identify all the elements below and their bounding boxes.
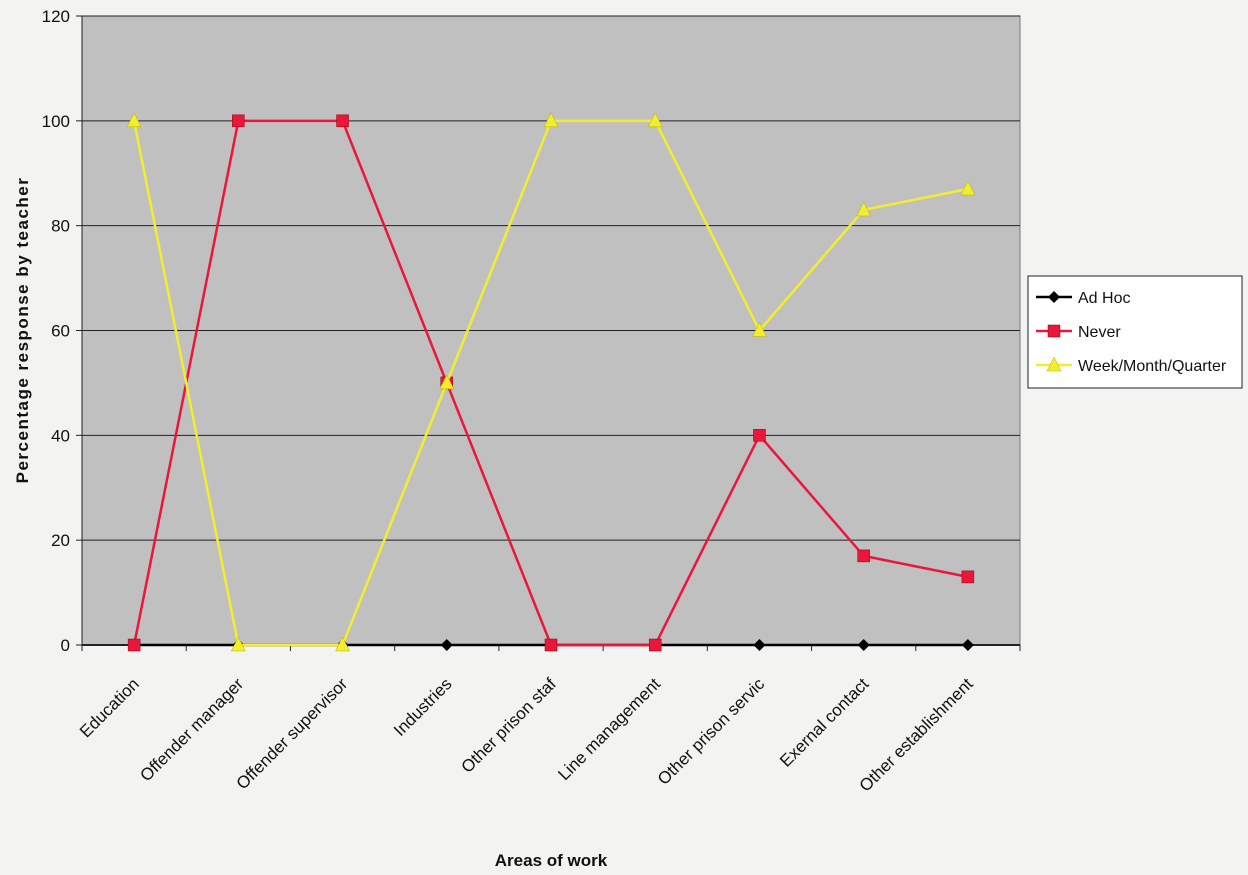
- x-tick-label: Other establishment: [856, 674, 977, 795]
- marker-triangle: [126, 112, 142, 128]
- y-axis-title: Percentage response by teacher: [13, 177, 32, 484]
- marker-triangle: [543, 112, 559, 128]
- y-tick-label: 40: [51, 426, 70, 445]
- x-tick-label: Other prison staf: [458, 674, 560, 776]
- y-tick-label: 0: [61, 636, 70, 655]
- marker-diamond: [961, 639, 974, 651]
- marker-square: [544, 638, 558, 652]
- legend: Ad Hoc Never Week/Month/Quarter: [1027, 275, 1243, 389]
- series-week-month-quarter: [126, 112, 976, 652]
- marker-triangle: [752, 321, 767, 337]
- marker-diamond: [1048, 291, 1060, 303]
- x-tick-label: Offender manager: [136, 674, 247, 785]
- marker-square: [753, 429, 766, 442]
- x-tick-label: Exernal contact: [776, 674, 872, 770]
- x-tick-label: Education: [76, 674, 143, 741]
- marker-triangle: [335, 636, 350, 652]
- series-never: [127, 114, 975, 652]
- x-tick-label: Other prison servic: [654, 674, 769, 789]
- marker-triangle: [856, 201, 872, 217]
- x-tick-label: Industries: [390, 674, 456, 740]
- legend-label: Ad Hoc: [1078, 290, 1130, 307]
- x-tick-label: Line management: [554, 674, 664, 784]
- y-tick-label: 100: [42, 112, 70, 131]
- marker-square: [1047, 324, 1061, 338]
- marker-triangle: [960, 180, 976, 196]
- legend-label: Never: [1078, 324, 1121, 341]
- y-tick-label: 20: [51, 531, 70, 550]
- y-tick-label: 60: [51, 322, 70, 341]
- marker-diamond: [753, 639, 766, 651]
- marker-triangle: [647, 112, 663, 128]
- series-lines: [126, 112, 976, 652]
- marker-square: [336, 114, 349, 128]
- x-axis-title: Areas of work: [495, 851, 608, 870]
- marker-square: [127, 638, 141, 652]
- marker-square: [648, 638, 662, 652]
- marker-diamond: [857, 639, 870, 651]
- y-tick-label: 80: [51, 217, 70, 236]
- x-tick-label: Offender supervisor: [233, 674, 352, 793]
- marker-square: [857, 549, 870, 563]
- y-tick-label: 120: [42, 7, 70, 26]
- marker-triangle: [230, 636, 246, 652]
- marker-diamond: [440, 639, 453, 651]
- marker-triangle: [439, 374, 455, 390]
- legend-label: Week/Month/Quarter: [1078, 358, 1227, 375]
- marker-square: [961, 570, 975, 584]
- marker-square: [232, 114, 245, 128]
- marker-triangle: [1046, 356, 1062, 372]
